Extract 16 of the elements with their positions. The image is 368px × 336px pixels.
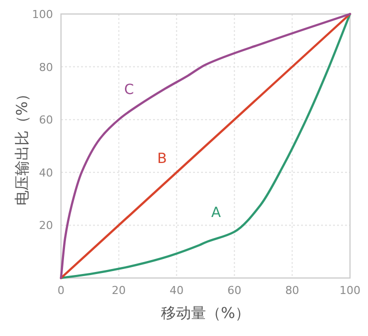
y-tick-label: 100 [32,8,53,21]
series-label: B [157,151,167,167]
x-tick-label: 0 [58,284,64,297]
series-label: A [211,205,222,221]
x-tick-label: 80 [285,284,300,297]
y-tick-label: 60 [39,114,53,127]
x-tick-label: 40 [170,284,184,297]
series-label: C [124,82,134,98]
y-tick-label: 20 [39,219,53,232]
y-axis-title: 电压输出比（%） [13,86,31,206]
x-tick-label: 100 [340,284,360,297]
y-tick-label: 40 [39,166,53,180]
x-axis-title: 移动量（%） [160,304,250,322]
y-tick-label: 80 [39,60,53,74]
x-tick-label: 20 [112,284,126,297]
x-tick-label: 60 [227,284,242,297]
